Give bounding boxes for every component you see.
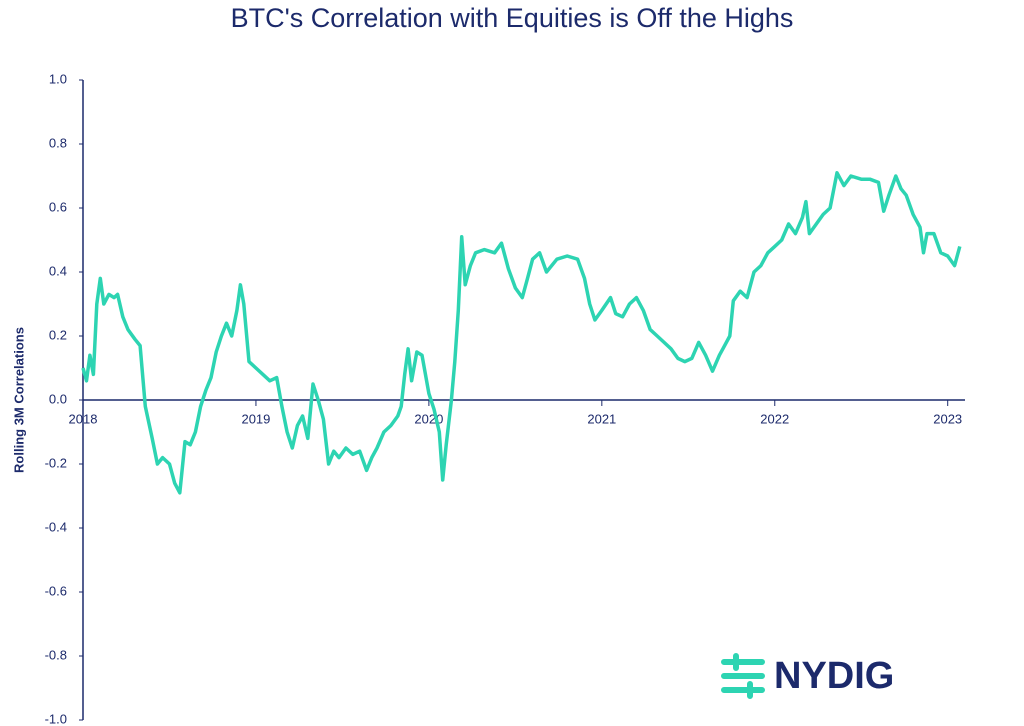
- y-tick-label: 0.8: [49, 135, 67, 150]
- y-axis-label: Rolling 3M Correlations: [11, 327, 26, 473]
- y-tick-label: -0.8: [45, 647, 67, 662]
- y-tick-label: 1.0: [49, 71, 67, 86]
- y-tick-label: 0.6: [49, 199, 67, 214]
- y-tick-label: -0.6: [45, 583, 67, 598]
- x-tick-label: 2021: [587, 411, 616, 426]
- y-tick-label: -0.4: [45, 519, 67, 534]
- logo-icon: [721, 653, 765, 699]
- x-tick-label: 2019: [241, 411, 270, 426]
- y-tick-label: -1.0: [45, 711, 67, 726]
- x-tick-label: 2023: [933, 411, 962, 426]
- data-line: [81, 171, 962, 495]
- logo-text: NYDIG: [774, 655, 894, 697]
- y-tick-label: 0.4: [49, 263, 67, 278]
- y-tick-label: 0.2: [49, 327, 67, 342]
- y-tick-label: -0.2: [45, 455, 67, 470]
- x-tick-label: 2022: [760, 411, 789, 426]
- chart-title: BTC's Correlation with Equities is Off t…: [231, 3, 794, 33]
- x-tick-label: 2018: [69, 411, 98, 426]
- y-tick-label: 0.0: [49, 391, 67, 406]
